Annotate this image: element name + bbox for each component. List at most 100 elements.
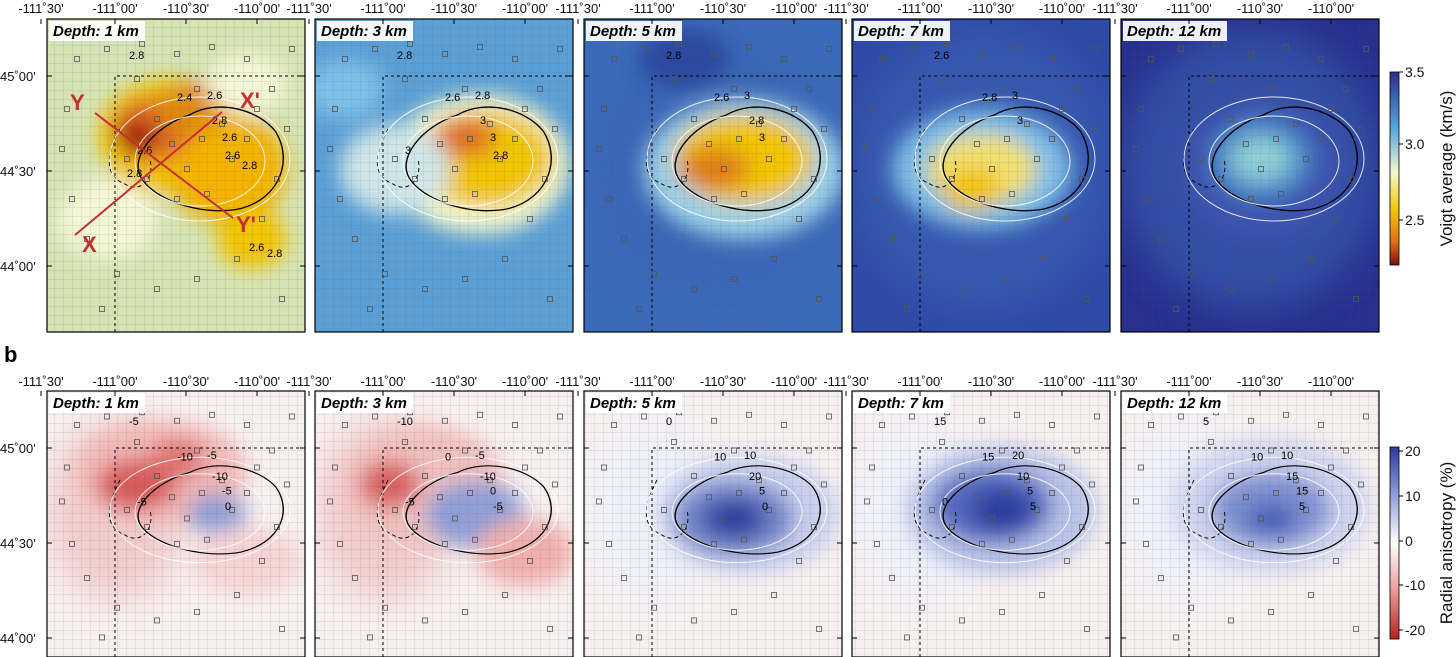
station-marker bbox=[746, 44, 752, 50]
anisotropy-panel-3: 0 10 10 20 5 0 Depth: 5 km -111˚30' -111˚00' -110… bbox=[555, 374, 843, 657]
lon-tick-label: -110˚30' bbox=[431, 374, 477, 389]
station-marker bbox=[636, 634, 642, 641]
station-marker bbox=[791, 464, 797, 471]
station-marker bbox=[114, 604, 120, 611]
contour-line bbox=[402, 115, 534, 207]
station-marker bbox=[254, 464, 260, 471]
station-marker bbox=[691, 286, 697, 292]
station-marker bbox=[1248, 51, 1254, 57]
station-marker bbox=[174, 541, 180, 547]
station-marker bbox=[542, 524, 548, 530]
station-marker bbox=[154, 286, 160, 292]
station-marker bbox=[1268, 609, 1274, 615]
station-marker bbox=[537, 86, 543, 92]
panel-frame bbox=[583, 18, 843, 333]
station-marker bbox=[1278, 191, 1284, 197]
lon-tick-label: -110˚30' bbox=[968, 374, 1014, 389]
station-marker bbox=[527, 558, 533, 564]
station-marker bbox=[904, 634, 910, 641]
depth-label: Depth: 12 km bbox=[1127, 395, 1221, 412]
lon-tick-label: -111˚00' bbox=[92, 1, 137, 16]
caldera-outline bbox=[137, 106, 284, 212]
lon-tick-label: -111˚30' bbox=[286, 1, 331, 16]
station-marker bbox=[487, 477, 493, 484]
station-marker bbox=[367, 306, 373, 312]
station-marker bbox=[611, 56, 617, 62]
station-marker bbox=[1059, 106, 1065, 112]
station-marker bbox=[1014, 411, 1020, 418]
station-marker bbox=[796, 558, 802, 564]
dashed-outline bbox=[1182, 128, 1226, 188]
station-marker bbox=[731, 86, 737, 92]
station-marker bbox=[756, 121, 762, 127]
station-marker bbox=[1133, 498, 1139, 505]
contour-label: 10 bbox=[1281, 450, 1293, 462]
station-marker bbox=[477, 411, 483, 418]
contour-label: 5 bbox=[1203, 416, 1209, 428]
station-marker bbox=[771, 256, 777, 262]
station-marker bbox=[174, 51, 180, 57]
station-marker bbox=[59, 146, 65, 152]
cross-section-y-prime-label: Y' bbox=[236, 212, 256, 237]
station-marker bbox=[1049, 56, 1055, 62]
station-marker bbox=[691, 617, 697, 624]
station-marker bbox=[1308, 592, 1314, 598]
station-marker bbox=[1148, 422, 1154, 428]
contour-label: 3 bbox=[405, 145, 411, 157]
station-marker bbox=[1228, 286, 1234, 292]
station-marker bbox=[174, 196, 180, 202]
lon-tick-label: -110˚00' bbox=[1308, 1, 1354, 16]
contour-label: 2.6 bbox=[249, 242, 264, 254]
station-marker bbox=[279, 296, 285, 302]
contour-label: 15 bbox=[1286, 471, 1298, 483]
contour-label: 2.8 bbox=[666, 50, 681, 62]
contour-label: 5 bbox=[1027, 486, 1033, 498]
station-marker bbox=[959, 617, 965, 624]
station-marker bbox=[209, 411, 215, 418]
station-marker bbox=[1318, 490, 1324, 496]
station-marker bbox=[1173, 306, 1179, 312]
contour-line bbox=[134, 473, 266, 551]
station-marker bbox=[796, 216, 802, 222]
contour-label: 10 bbox=[1251, 452, 1263, 464]
station-marker bbox=[816, 296, 822, 302]
station-marker bbox=[367, 634, 373, 641]
station-marker bbox=[1248, 417, 1254, 424]
station-marker bbox=[462, 609, 468, 615]
depth-label-box bbox=[1123, 21, 1227, 41]
station-marker bbox=[979, 196, 985, 202]
caldera-outline bbox=[942, 106, 1089, 212]
station-marker bbox=[1328, 464, 1334, 471]
station-marker bbox=[204, 536, 210, 543]
contour-label: 10 bbox=[714, 452, 726, 464]
station-marker bbox=[497, 507, 503, 513]
station-marker bbox=[1138, 464, 1144, 471]
lon-tick-label: -110˚00' bbox=[234, 1, 280, 16]
station-marker bbox=[671, 76, 677, 82]
station-marker bbox=[64, 106, 70, 112]
station-marker bbox=[184, 166, 190, 172]
station-marker bbox=[512, 56, 518, 62]
station-marker bbox=[641, 413, 647, 420]
station-marker bbox=[904, 306, 910, 312]
contour-label: 0 bbox=[490, 486, 496, 498]
station-marker bbox=[1004, 490, 1010, 496]
station-marker bbox=[806, 447, 812, 454]
depth-label: Depth: 12 km bbox=[1127, 23, 1221, 40]
caldera-outline bbox=[405, 106, 552, 212]
station-marker bbox=[527, 216, 533, 222]
station-marker bbox=[1363, 413, 1369, 420]
seismic-stations bbox=[59, 409, 295, 641]
station-marker bbox=[422, 617, 428, 624]
seismic-stations bbox=[1133, 41, 1369, 312]
lon-tick-label: -111˚00' bbox=[629, 374, 674, 389]
station-marker bbox=[1039, 592, 1045, 598]
voigt-colorbar: 3.5 3.0 2.5 Voigt average (km/s) bbox=[1389, 64, 1456, 266]
station-marker bbox=[1094, 46, 1100, 52]
anisotropy-colorbar: 20 10 0 -10 -20 Radial anisotropy (%) bbox=[1389, 443, 1456, 640]
depth-label-box bbox=[49, 21, 145, 41]
station-marker bbox=[821, 481, 827, 488]
station-marker bbox=[1358, 481, 1364, 488]
station-marker bbox=[979, 417, 985, 424]
contour-line bbox=[1183, 456, 1365, 564]
